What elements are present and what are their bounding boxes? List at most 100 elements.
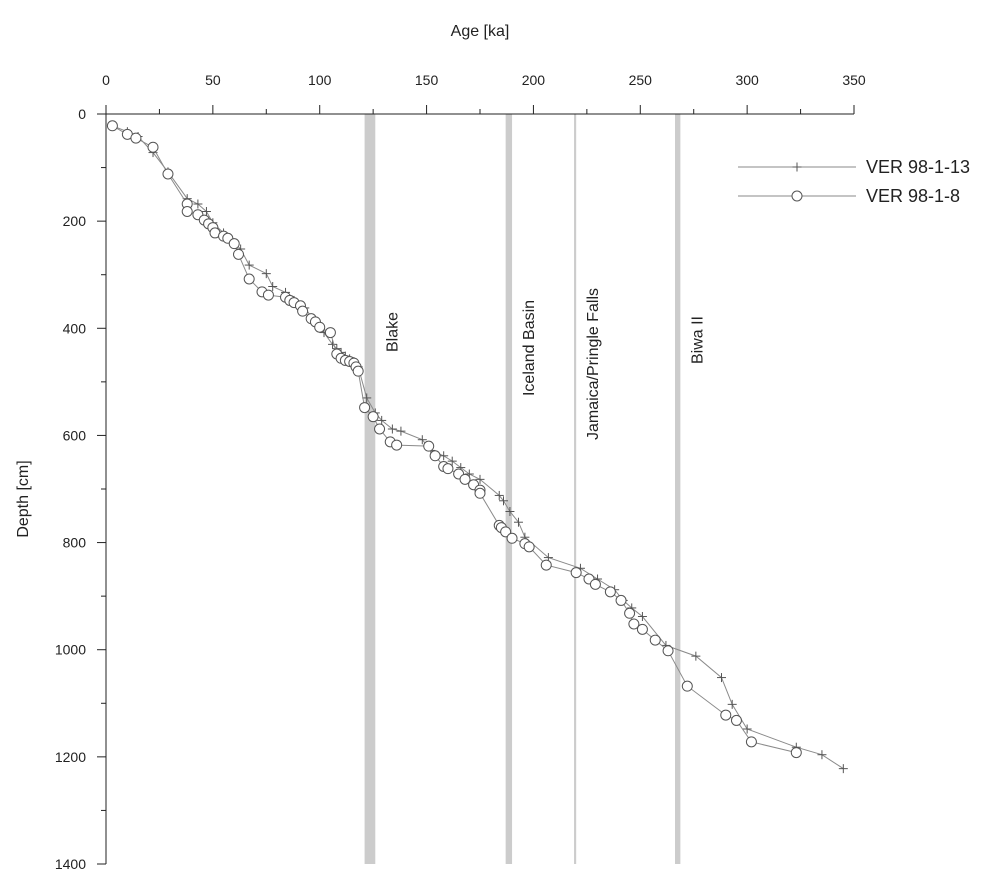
data-point-ver-98-1-8 <box>636 623 648 635</box>
y-tick-label: 400 <box>63 320 87 336</box>
data-point-ver-98-1-13 <box>244 260 254 270</box>
data-point-ver-98-1-13 <box>838 764 848 774</box>
data-point-ver-98-1-13 <box>637 612 647 621</box>
event-label-iceland-basin: Iceland Basin <box>521 300 538 396</box>
legend: VER 98-1-13 VER 98-1-8 <box>738 157 970 206</box>
y-tick-label: 600 <box>63 427 87 443</box>
data-point-ver-98-1-8 <box>662 645 674 657</box>
data-point-ver-98-1-8 <box>628 618 640 630</box>
data-point-ver-98-1-13 <box>396 426 406 436</box>
data-point-ver-98-1-13 <box>268 282 278 291</box>
data-point-ver-98-1-8 <box>615 594 627 606</box>
event-band-iceland-basin <box>505 114 513 864</box>
x-tick-label: 150 <box>415 72 439 88</box>
data-point-ver-98-1-8 <box>106 120 118 132</box>
x-axis-title: Age [ka] <box>451 23 510 40</box>
event-label-blake: Blake <box>384 312 401 352</box>
data-point-ver-98-1-13 <box>475 474 485 484</box>
data-point-ver-98-1-13 <box>439 451 449 461</box>
data-point-ver-98-1-13 <box>417 435 427 445</box>
data-point-ver-98-1-8 <box>730 714 742 726</box>
data-point-ver-98-1-13 <box>716 673 726 683</box>
data-point-ver-98-1-8 <box>720 709 732 721</box>
data-point-ver-98-1-13 <box>505 507 515 516</box>
data-point-ver-98-1-8 <box>297 305 309 317</box>
data-point-ver-98-1-13 <box>742 724 752 734</box>
event-label-biwa-ii: Biwa II <box>689 316 706 364</box>
x-tick-label: 50 <box>205 72 221 88</box>
event-label-jamaica-pringle-falls: Jamaica/Pringle Falls <box>585 288 602 440</box>
data-series <box>106 120 848 774</box>
series-line-ver-98-1-8 <box>112 125 797 754</box>
data-point-ver-98-1-8 <box>540 559 552 571</box>
legend-marker-ver-98-1-13 <box>792 162 802 172</box>
data-point-ver-98-1-8 <box>459 473 471 485</box>
data-point-ver-98-1-13 <box>494 490 504 500</box>
data-point-ver-98-1-13 <box>691 651 701 661</box>
data-point-ver-98-1-13 <box>362 393 372 403</box>
data-point-ver-98-1-8 <box>359 402 371 414</box>
legend-label-ver-98-1-13: VER 98-1-13 <box>866 157 970 177</box>
x-tick-label: 0 <box>102 72 110 88</box>
y-tick-label: 1000 <box>55 642 86 658</box>
series-ver-98-1-13 <box>107 121 848 774</box>
data-point-ver-98-1-8 <box>233 248 245 260</box>
data-point-ver-98-1-13 <box>817 750 827 760</box>
data-point-ver-98-1-8 <box>374 423 386 435</box>
data-point-ver-98-1-8 <box>506 532 518 544</box>
data-point-ver-98-1-8 <box>474 487 486 499</box>
axes: 0 50 100 150 200 250 300 350 0 200 400 600 800 1000 1… <box>15 23 866 872</box>
data-point-ver-98-1-8 <box>790 747 802 759</box>
x-axis-ticks: 0 50 100 150 200 250 300 350 <box>102 72 866 114</box>
data-point-ver-98-1-8 <box>181 206 193 217</box>
x-tick-label: 100 <box>308 72 332 88</box>
event-band-biwa-ii <box>675 114 681 864</box>
data-point-ver-98-1-13 <box>387 424 397 434</box>
data-point-ver-98-1-13 <box>447 456 457 466</box>
data-point-ver-98-1-8 <box>500 526 512 538</box>
data-point-ver-98-1-8 <box>523 541 535 553</box>
data-point-ver-98-1-8 <box>745 736 757 748</box>
x-tick-label: 350 <box>842 72 866 88</box>
data-point-ver-98-1-8 <box>429 450 441 462</box>
data-point-ver-98-1-8 <box>442 463 454 475</box>
y-axis-ticks: 0 200 400 600 800 1000 1200 1400 <box>55 106 106 872</box>
data-point-ver-98-1-13 <box>499 496 509 506</box>
data-point-ver-98-1-8 <box>147 141 159 153</box>
event-bands: Blake Iceland Basin Jamaica/Pringle Falls B… <box>364 114 706 864</box>
data-point-ver-98-1-8 <box>570 567 582 579</box>
data-point-ver-98-1-13 <box>201 207 211 216</box>
data-point-ver-98-1-8 <box>423 440 435 452</box>
y-tick-label: 1200 <box>55 749 86 765</box>
data-point-ver-98-1-8 <box>324 327 336 339</box>
x-tick-label: 300 <box>735 72 759 88</box>
data-point-ver-98-1-8 <box>649 634 661 646</box>
data-point-ver-98-1-13 <box>727 699 737 709</box>
data-point-ver-98-1-8 <box>391 439 403 451</box>
y-tick-label: 0 <box>78 106 86 122</box>
event-band-blake <box>364 114 376 864</box>
data-point-ver-98-1-8 <box>262 289 274 301</box>
data-point-ver-98-1-8 <box>243 273 255 285</box>
legend-label-ver-98-1-8: VER 98-1-8 <box>866 186 960 206</box>
data-point-ver-98-1-8 <box>130 132 142 144</box>
data-point-ver-98-1-13 <box>377 415 387 425</box>
data-point-ver-98-1-8 <box>604 586 616 598</box>
data-point-ver-98-1-8 <box>314 321 326 333</box>
data-point-ver-98-1-8 <box>624 607 636 619</box>
data-point-ver-98-1-13 <box>513 517 523 527</box>
event-band-jamaica-pringle-falls <box>574 114 577 864</box>
data-point-ver-98-1-8 <box>352 365 364 377</box>
x-tick-label: 250 <box>629 72 653 88</box>
y-tick-label: 800 <box>63 535 87 551</box>
legend-marker-ver-98-1-8 <box>791 190 803 202</box>
x-tick-label: 200 <box>522 72 546 88</box>
series-line-ver-98-1-13 <box>112 125 844 770</box>
data-point-ver-98-1-8 <box>367 411 379 423</box>
y-tick-label: 1400 <box>55 856 86 872</box>
data-point-ver-98-1-8 <box>681 680 693 692</box>
data-point-ver-98-1-13 <box>193 199 203 209</box>
y-axis-title: Depth [cm] <box>15 460 32 537</box>
data-point-ver-98-1-8 <box>162 168 174 180</box>
data-point-ver-98-1-8 <box>589 578 601 590</box>
